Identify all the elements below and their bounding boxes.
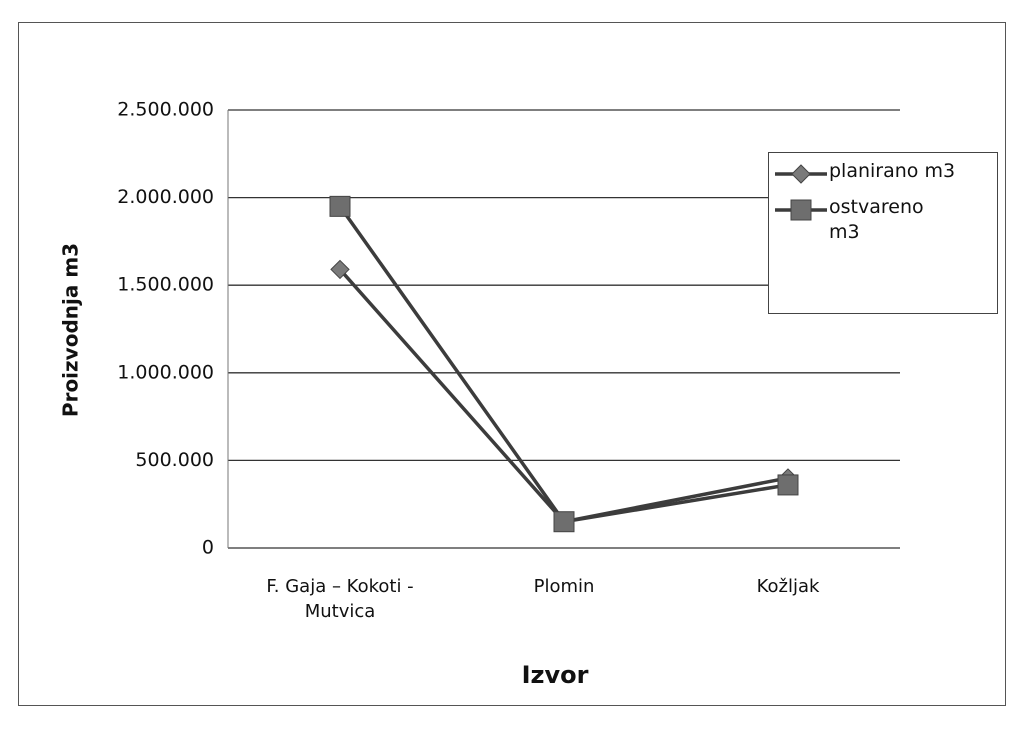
x-tick-label: F. Gaja – Kokoti - Mutvica — [266, 576, 414, 622]
y-tick-label: 2.500.000 — [117, 99, 214, 121]
series-line — [338, 268, 789, 524]
y-tick-label: 1.000.000 — [117, 361, 214, 383]
series-line — [338, 205, 789, 524]
chart-frame — [18, 22, 1006, 706]
marker — [553, 511, 575, 533]
x-tick-label: Kožljak — [756, 576, 820, 597]
legend-label: planirano m3 — [829, 160, 956, 182]
legend-item: planirano m3 — [773, 159, 993, 185]
marker — [777, 474, 799, 496]
x-tick-label: Plomin — [533, 576, 595, 597]
legend: planirano m3 ostvareno m3 — [768, 152, 998, 314]
y-tick-label: 2.000.000 — [117, 186, 214, 208]
legend-item: ostvareno m3 — [773, 195, 993, 245]
marker — [329, 195, 351, 217]
y-tick-label: 0 — [202, 537, 214, 559]
y-tick-label: 500.000 — [135, 449, 214, 471]
marker — [791, 164, 811, 184]
y-axis-title: Proizvodnja m3 — [59, 243, 83, 417]
legend-icon — [775, 164, 827, 184]
x-axis-title: Izvor — [522, 661, 589, 689]
y-tick-label: 1.500.000 — [117, 274, 214, 296]
legend-label: ostvareno m3 — [829, 196, 924, 243]
legend-icon — [775, 199, 827, 221]
marker — [790, 199, 812, 221]
marker — [330, 259, 350, 280]
